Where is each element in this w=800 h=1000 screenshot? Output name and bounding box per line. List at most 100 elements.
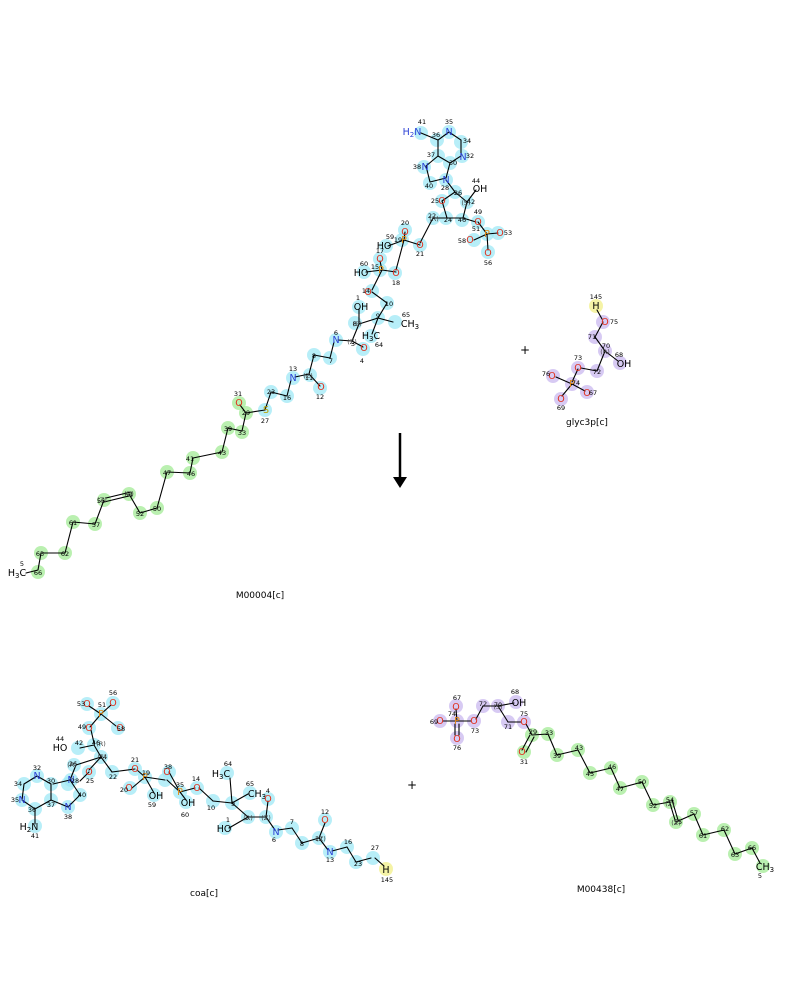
svg-text:35: 35 <box>11 796 19 804</box>
svg-text:29: 29 <box>242 409 250 417</box>
svg-text:O: O <box>235 398 242 409</box>
svg-text:30: 30 <box>47 777 55 785</box>
svg-text:21: 21 <box>416 250 424 258</box>
svg-text:9: 9 <box>376 312 380 320</box>
svg-text:38: 38 <box>64 813 72 821</box>
atoms-m00438: OO PO OOH OO CH3 <box>436 698 774 874</box>
svg-text:O: O <box>125 783 132 794</box>
svg-text:HO: HO <box>53 743 68 754</box>
svg-text:13: 13 <box>326 856 334 864</box>
svg-text:30: 30 <box>449 159 457 167</box>
svg-text:54: 54 <box>666 796 674 804</box>
svg-text:O: O <box>392 268 399 279</box>
svg-text:HO: HO <box>354 268 369 279</box>
svg-text:N: N <box>332 335 339 346</box>
svg-text:75: 75 <box>520 710 528 718</box>
svg-text:CH3: CH3 <box>401 319 419 331</box>
svg-text:57: 57 <box>690 809 698 817</box>
svg-text:N: N <box>442 175 449 186</box>
svg-text:46: 46 <box>187 470 195 478</box>
svg-text:HO: HO <box>377 241 392 252</box>
svg-text:75: 75 <box>610 318 618 326</box>
svg-text:52: 52 <box>136 510 144 518</box>
svg-text:76: 76 <box>453 744 461 752</box>
svg-text:38: 38 <box>164 763 172 771</box>
svg-text:(Z): (Z) <box>671 819 681 827</box>
svg-text:O: O <box>83 699 90 710</box>
svg-text:51: 51 <box>98 701 106 709</box>
svg-text:3: 3 <box>351 340 355 348</box>
svg-text:40: 40 <box>425 182 433 190</box>
svg-text:CH3: CH3 <box>756 862 774 874</box>
svg-text:54: 54 <box>125 491 133 499</box>
svg-text:28: 28 <box>441 184 449 192</box>
svg-text:N: N <box>67 775 74 786</box>
svg-text:69: 69 <box>557 404 565 412</box>
svg-text:1: 1 <box>356 294 360 302</box>
svg-text:OH: OH <box>149 791 164 802</box>
svg-text:H: H <box>382 865 389 876</box>
svg-text:10: 10 <box>207 804 215 812</box>
svg-text:8: 8 <box>312 352 316 360</box>
svg-text:(S): (S) <box>493 703 502 711</box>
svg-text:70: 70 <box>602 342 610 350</box>
svg-text:41: 41 <box>418 118 426 126</box>
svg-text:58: 58 <box>458 237 466 245</box>
svg-text:52: 52 <box>649 802 657 810</box>
svg-text:65: 65 <box>246 780 254 788</box>
svg-text:O: O <box>453 734 460 745</box>
svg-text:20: 20 <box>401 219 409 227</box>
svg-text:H3C: H3C <box>212 769 231 781</box>
svg-text:24: 24 <box>99 753 107 761</box>
svg-text:3: 3 <box>245 814 249 822</box>
svg-text:49: 49 <box>78 723 86 731</box>
svg-text:36: 36 <box>28 806 36 814</box>
svg-text:O: O <box>416 240 423 251</box>
svg-text:H: H <box>592 301 599 312</box>
svg-text:51: 51 <box>472 225 480 233</box>
svg-text:16: 16 <box>344 838 352 846</box>
svg-text:O: O <box>557 394 564 405</box>
svg-text:O: O <box>376 254 383 265</box>
svg-text:(S): (S) <box>461 199 470 207</box>
svg-text:P: P <box>454 716 460 727</box>
svg-text:O: O <box>401 227 408 238</box>
label-coa: coa[c] <box>190 889 218 899</box>
svg-text:22: 22 <box>109 773 117 781</box>
svg-text:HO: HO <box>217 824 232 835</box>
svg-text:53: 53 <box>77 700 85 708</box>
svg-text:8: 8 <box>300 840 304 848</box>
plus-sign-products: + <box>407 778 417 792</box>
svg-text:11: 11 <box>305 374 313 382</box>
svg-text:O: O <box>438 196 445 207</box>
svg-text:42: 42 <box>75 739 83 747</box>
svg-text:67: 67 <box>453 694 461 702</box>
svg-text:S: S <box>263 405 269 416</box>
svg-text:63: 63 <box>36 550 44 558</box>
svg-text:O: O <box>436 716 443 727</box>
svg-text:37: 37 <box>47 801 55 809</box>
svg-text:20: 20 <box>120 786 128 794</box>
svg-text:P: P <box>177 787 183 798</box>
svg-text:26: 26 <box>69 760 77 768</box>
svg-text:CH3: CH3 <box>248 789 266 801</box>
svg-text:O: O <box>583 388 590 399</box>
svg-text:N: N <box>459 152 466 163</box>
svg-text:43: 43 <box>218 449 226 457</box>
svg-text:P: P <box>98 709 104 720</box>
svg-text:72: 72 <box>593 368 601 376</box>
label-m00004: M00004[c] <box>236 591 284 601</box>
svg-text:35: 35 <box>176 781 184 789</box>
svg-text:41: 41 <box>31 832 39 840</box>
svg-text:N: N <box>445 127 452 138</box>
svg-text:46: 46 <box>608 763 616 771</box>
svg-text:N: N <box>33 771 40 782</box>
svg-text:34: 34 <box>463 137 471 145</box>
svg-text:(R): (R) <box>600 348 610 356</box>
svg-text:OH: OH <box>354 302 369 313</box>
